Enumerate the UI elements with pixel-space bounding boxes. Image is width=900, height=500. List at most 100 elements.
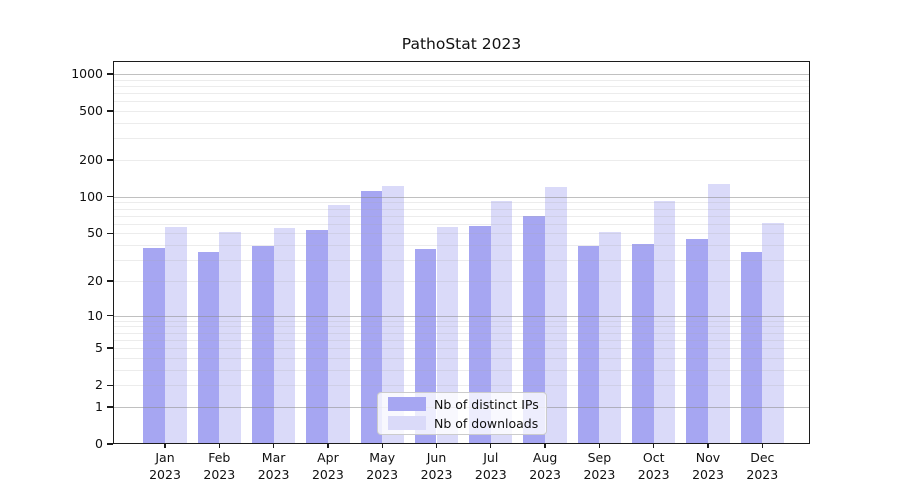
x-tick-label-jan: Jan 2023 bbox=[149, 450, 181, 482]
x-tick-label-feb: Feb 2023 bbox=[203, 450, 236, 482]
y-tick-100 bbox=[107, 196, 113, 198]
y-tick-label-1000: 1000 bbox=[71, 65, 103, 81]
gridline-minor-7 bbox=[113, 332, 810, 334]
gridline-minor-20 bbox=[113, 280, 810, 282]
gridline-minor-5 bbox=[113, 348, 810, 350]
y-tick-5 bbox=[107, 347, 113, 349]
x-tick-label-dec: Dec 2023 bbox=[746, 450, 779, 482]
gridline-minor-500 bbox=[113, 111, 810, 113]
x-tick-label-mar: Mar 2023 bbox=[257, 450, 290, 482]
y-tick-10 bbox=[107, 314, 113, 317]
bar-ips-dec bbox=[740, 252, 763, 444]
bar-ips-apr bbox=[306, 230, 328, 444]
y-tick-20 bbox=[107, 280, 113, 282]
gridline-minor-600 bbox=[113, 101, 810, 103]
y-tick-2 bbox=[107, 384, 113, 386]
x-tick-jan bbox=[164, 444, 166, 448]
x-tick-apr bbox=[327, 444, 329, 448]
bar-ips-aug bbox=[523, 216, 546, 444]
bar-ips-mar bbox=[251, 246, 274, 444]
x-tick-jun bbox=[435, 444, 438, 448]
gridline-minor-2 bbox=[113, 385, 810, 387]
gridline-minor-6 bbox=[113, 339, 810, 341]
y-tick-label-5: 5 bbox=[95, 340, 103, 356]
gridline-minor-800 bbox=[113, 85, 810, 87]
gridline-minor-8 bbox=[113, 326, 810, 328]
gridline-minor-200 bbox=[113, 159, 810, 161]
bar-ips-sep bbox=[577, 246, 600, 444]
y-tick-label-10: 10 bbox=[87, 307, 103, 323]
y-tick-label-200: 200 bbox=[79, 151, 103, 167]
x-tick-label-aug: Aug 2023 bbox=[529, 450, 561, 482]
y-tick-label-50: 50 bbox=[87, 225, 103, 241]
gridline-minor-40 bbox=[113, 245, 810, 247]
y-tick-0 bbox=[107, 443, 113, 445]
gridline-minor-4 bbox=[113, 357, 810, 359]
x-tick-jul bbox=[490, 444, 492, 448]
legend-label-distinct-ips: Nb of distinct IPs bbox=[434, 396, 539, 412]
gridline-minor-900 bbox=[113, 79, 810, 81]
y-tick-1 bbox=[107, 406, 113, 408]
bar-downloads-dec bbox=[762, 222, 784, 444]
bar-downloads-jul bbox=[490, 200, 513, 444]
y-tick-50 bbox=[107, 232, 113, 235]
y-tick-label-100: 100 bbox=[79, 188, 103, 204]
y-tick-label-1: 1 bbox=[95, 398, 103, 414]
x-tick-dec bbox=[761, 444, 763, 448]
bar-ips-jul bbox=[469, 225, 491, 444]
gridline-minor-60 bbox=[113, 223, 810, 225]
x-tick-mar bbox=[272, 444, 275, 448]
x-tick-label-jul: Jul 2023 bbox=[474, 450, 507, 482]
bar-ips-may bbox=[360, 190, 383, 444]
y-tick-label-0: 0 bbox=[95, 436, 103, 451]
gridline-minor-400 bbox=[113, 122, 810, 124]
legend-item-downloads: Nb of downloads bbox=[378, 416, 546, 431]
x-tick-oct bbox=[653, 444, 655, 448]
gridline-minor-80 bbox=[113, 208, 810, 210]
y-tick-label-20: 20 bbox=[87, 272, 103, 288]
bar-ips-feb bbox=[197, 252, 220, 444]
bar-ips-jan bbox=[143, 247, 165, 444]
y-tick-1000 bbox=[107, 73, 113, 75]
gridline-major-10 bbox=[113, 315, 810, 317]
y-tick-500 bbox=[107, 110, 113, 112]
gridline-major-100 bbox=[113, 196, 810, 198]
gridline-minor-30 bbox=[113, 260, 810, 262]
bar-downloads-nov bbox=[708, 184, 730, 444]
bar-downloads-apr bbox=[327, 205, 350, 444]
bar-downloads-may bbox=[382, 185, 404, 444]
legend-swatch-downloads bbox=[388, 416, 426, 430]
bar-downloads-jan bbox=[165, 226, 187, 444]
bar-downloads-feb bbox=[219, 232, 241, 444]
bar-ips-oct bbox=[632, 243, 654, 444]
chart-title: PathoStat 2023 bbox=[401, 35, 522, 53]
bar-downloads-aug bbox=[545, 187, 567, 444]
x-tick-label-may: May 2023 bbox=[366, 450, 399, 482]
x-tick-aug bbox=[544, 444, 546, 448]
x-tick-label-jun: Jun 2023 bbox=[420, 450, 453, 482]
bar-downloads-oct bbox=[653, 200, 676, 444]
legend-label-downloads: Nb of downloads bbox=[434, 415, 539, 431]
bar-downloads-mar bbox=[273, 228, 296, 444]
x-tick-may bbox=[381, 444, 383, 448]
plot-area bbox=[113, 61, 810, 444]
gridline-minor-90 bbox=[113, 202, 810, 204]
gridline-minor-70 bbox=[113, 215, 810, 217]
x-tick-sep bbox=[598, 444, 601, 448]
gridline-minor-300 bbox=[113, 138, 810, 140]
x-tick-label-nov: Nov 2023 bbox=[692, 450, 724, 482]
bar-downloads-sep bbox=[599, 232, 622, 444]
gridline-minor-9 bbox=[113, 320, 810, 322]
x-tick-feb bbox=[218, 444, 220, 448]
legend-swatch-distinct-ips bbox=[388, 397, 426, 411]
gridline-minor-700 bbox=[113, 93, 810, 95]
x-tick-label-oct: Oct 2023 bbox=[637, 450, 670, 482]
y-tick-label-500: 500 bbox=[79, 103, 103, 119]
gridline-minor-50 bbox=[113, 233, 810, 235]
y-tick-200 bbox=[107, 159, 113, 161]
x-tick-nov bbox=[707, 444, 709, 448]
bar-downloads-jun bbox=[436, 227, 459, 444]
legend: Nb of distinct IPs Nb of downloads bbox=[377, 392, 547, 435]
legend-item-distinct-ips: Nb of distinct IPs bbox=[378, 397, 546, 412]
